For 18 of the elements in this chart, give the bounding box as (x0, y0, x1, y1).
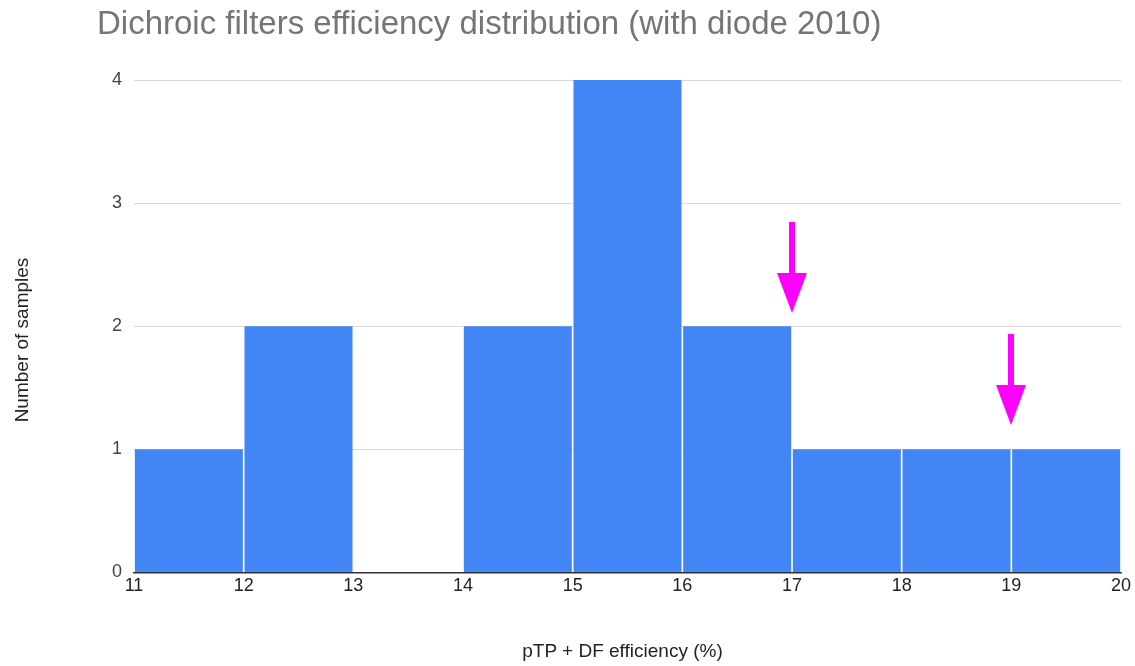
x-tick-label: 19 (1001, 575, 1022, 596)
y-tick-label: 3 (112, 192, 123, 213)
x-tick-label: 13 (343, 575, 364, 596)
x-tick-label: 12 (233, 575, 254, 596)
y-tick-label: 4 (112, 68, 123, 89)
y-tick-label: 1 (112, 438, 123, 459)
x-tick-label: 14 (452, 575, 474, 596)
x-tick-label: 16 (672, 575, 693, 596)
chart-title: Dichroic filters efficiency distribution (with diode 2010) (97, 4, 882, 42)
x-tick-label: 18 (891, 575, 912, 596)
y-tick-label: 2 (112, 315, 123, 336)
y-axis-title: Number of samples (11, 257, 33, 423)
x-tick-label: 11 (124, 575, 144, 596)
y-tick-label: 0 (112, 561, 123, 582)
x-tick-label: 15 (562, 575, 583, 596)
x-axis-title: pTP + DF efficiency (%) (521, 640, 724, 662)
x-tick-label: 20 (1110, 575, 1132, 596)
x-tick-label: 17 (781, 575, 803, 596)
